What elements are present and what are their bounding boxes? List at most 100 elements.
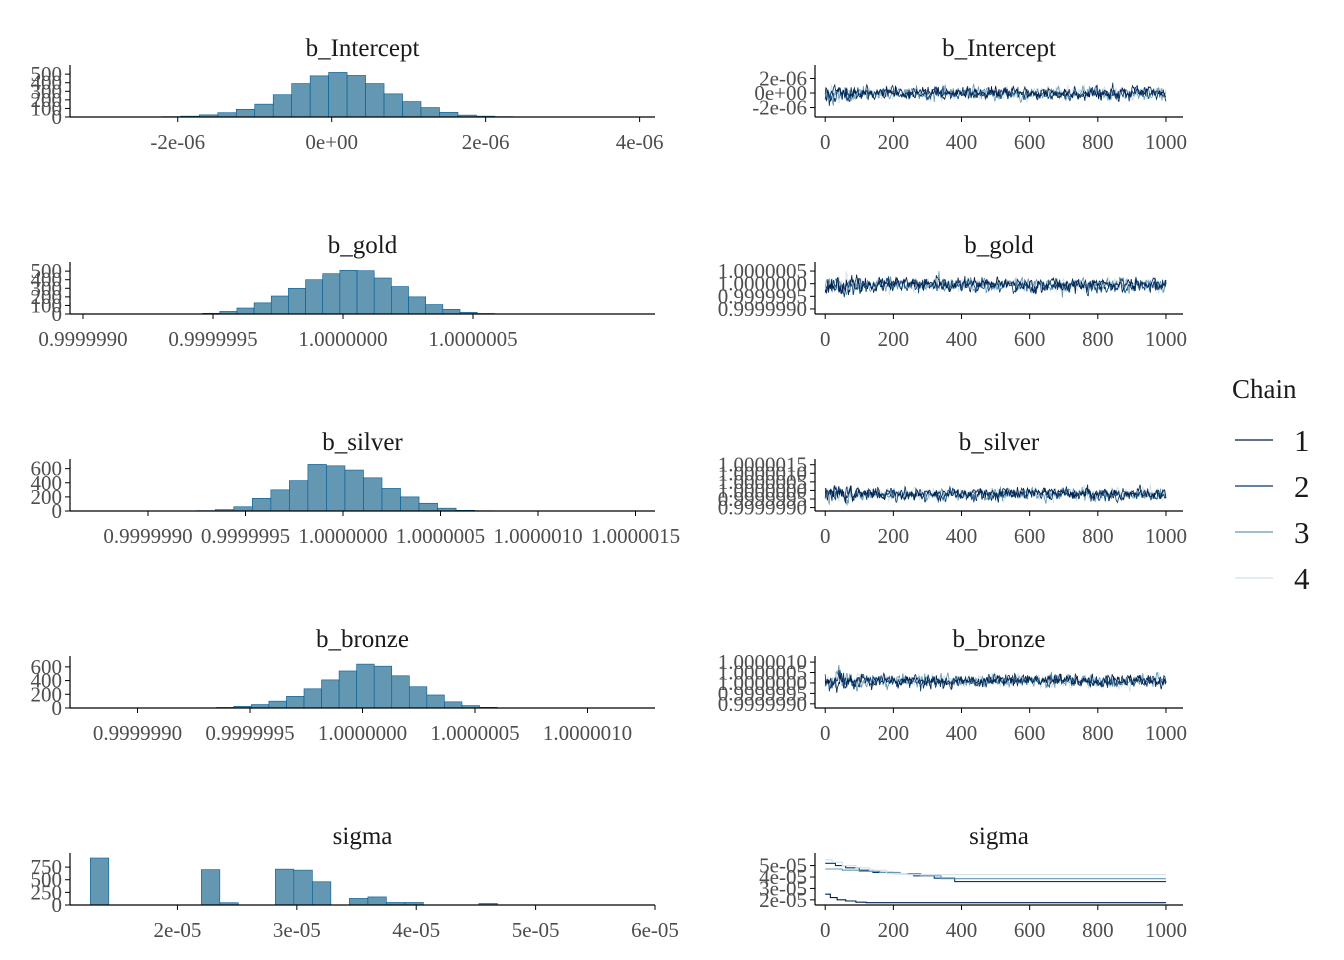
y-tick-label: 1.0000000 [718, 478, 807, 502]
histogram-bar [349, 898, 369, 906]
histogram-bar [328, 72, 348, 118]
x-tick-label: 0.9999995 [201, 524, 290, 548]
y-tick-label: 1.0000005 [718, 470, 807, 494]
y-tick-label: 2e-06 [759, 66, 807, 90]
histogram-bar [305, 279, 324, 315]
trace-chain-1 [824, 671, 1167, 693]
y-tick-label: -2e-06 [752, 96, 807, 120]
x-tick-label: 3e-05 [273, 918, 321, 942]
y-tick-label: 0.9999990 [718, 692, 807, 716]
x-tick-label: 1.0000005 [428, 327, 517, 351]
histogram-bar [408, 296, 426, 315]
x-tick-label: 1.0000005 [430, 721, 519, 745]
x-tick-label: 1.0000010 [543, 721, 632, 745]
panel-title: sigma [333, 823, 393, 850]
x-tick-label: 0 [820, 327, 831, 351]
x-tick-label: 0 [820, 524, 831, 548]
histogram-bar [270, 295, 289, 315]
x-tick-label: 1000 [1145, 130, 1187, 154]
panel-title: b_silver [959, 429, 1040, 456]
legend-title: Chain [1232, 374, 1297, 404]
x-tick-label: 1000 [1145, 918, 1187, 942]
histogram-bar [373, 665, 393, 709]
histogram-bar [344, 469, 364, 512]
trace-panel-sigma: sigma 0 200 400 600 800 1000 2e-053e-054e-055e-… [759, 823, 1187, 942]
x-tick-label: 1.0000010 [493, 524, 582, 548]
x-tick-label: 0.9999990 [103, 524, 192, 548]
legend-label-3: 3 [1294, 515, 1310, 550]
y-tick-label: 0.9999995 [718, 284, 807, 308]
histogram-bar [339, 269, 358, 315]
histogram-bar [391, 286, 409, 315]
x-tick-label: 400 [946, 721, 978, 745]
panel-title: b_gold [964, 232, 1034, 259]
x-tick-label: 0.9999990 [38, 327, 127, 351]
x-tick-label: 200 [878, 327, 910, 351]
y-tick-label: 0e+00 [754, 81, 807, 105]
y-tick-label: 0.9999995 [718, 487, 807, 511]
histogram-bar [418, 502, 438, 512]
trace-lines [824, 271, 1167, 298]
y-tick-label: 1.0000005 [718, 259, 807, 283]
y-tick-label: 750 [31, 855, 63, 879]
histogram-bar [381, 488, 401, 512]
histogram-bar [293, 869, 313, 906]
x-tick-label: 200 [878, 524, 910, 548]
x-tick-label: 5e-05 [512, 918, 560, 942]
histogram-bar [400, 496, 420, 512]
histogram-bar [272, 94, 292, 118]
x-tick-label: 1000 [1145, 327, 1187, 351]
histogram-bar [425, 304, 444, 315]
x-tick-label: 1.0000000 [298, 524, 387, 548]
histogram-bar [254, 103, 274, 118]
y-tick-label: 1.0000005 [718, 661, 807, 685]
y-tick-label: 0.9999990 [718, 297, 807, 321]
histogram-bar [408, 686, 428, 709]
histogram-bar [236, 307, 255, 315]
y-tick-label: 5e-05 [759, 854, 807, 878]
histogram-bar [235, 108, 256, 118]
y-tick-label: 300 [31, 79, 63, 103]
y-tick-label: 2e-05 [759, 888, 807, 912]
histogram-bar [312, 881, 332, 906]
y-tick-label: 0.9999995 [718, 681, 807, 705]
x-tick-label: 4e-05 [392, 918, 440, 942]
y-tick-label: 0 [52, 105, 63, 129]
y-tick-label: 4e-05 [759, 865, 807, 889]
histogram-bar [426, 694, 445, 709]
x-tick-label: 800 [1082, 918, 1114, 942]
trace-lines [824, 82, 1167, 106]
chain-legend: Chain 1 2 3 4 [1232, 374, 1310, 596]
x-tick-label: 1.0000005 [396, 524, 485, 548]
panel-title: sigma [969, 823, 1029, 850]
hist-panel-b_bronze: b_bronze 0.9999990 0.9999995 1.0000000 1.000… [31, 626, 655, 745]
x-tick-label: -2e-06 [150, 130, 205, 154]
trace-chain-3 [825, 868, 1166, 880]
x-tick-label: 600 [1014, 327, 1046, 351]
y-tick-label: 400 [31, 669, 63, 693]
x-tick-label: 4e-06 [616, 130, 664, 154]
x-tick-label: 400 [946, 130, 978, 154]
trace-chain-1 [824, 484, 1167, 504]
hist-panel-b_silver: b_silver 0.9999990 0.9999995 1.0000000 1.000… [31, 429, 681, 548]
y-tick-label: 500 [31, 62, 63, 86]
histogram-bar [373, 277, 392, 315]
x-tick-label: 400 [946, 918, 978, 942]
y-tick-label: 0 [52, 696, 63, 720]
legend-label-2: 2 [1294, 469, 1310, 504]
y-tick-label: 600 [31, 457, 63, 481]
histogram-bar [356, 270, 375, 315]
histogram-bar [201, 869, 221, 906]
x-tick-label: 1.0000015 [591, 524, 680, 548]
panel-title: b_bronze [952, 626, 1045, 653]
x-tick-label: 800 [1082, 130, 1114, 154]
x-tick-label: 2e-05 [154, 918, 202, 942]
legend-label-1: 1 [1294, 423, 1310, 458]
hist-panel-b_Intercept: b_Intercept -2e-06 0e+00 2e-06 4e-06 01002003… [31, 35, 664, 154]
y-tick-label: 400 [31, 471, 63, 495]
panel-title: b_gold [328, 232, 398, 259]
y-tick-label: 0.9999990 [718, 496, 807, 520]
y-tick-label: 1.0000000 [718, 671, 807, 695]
